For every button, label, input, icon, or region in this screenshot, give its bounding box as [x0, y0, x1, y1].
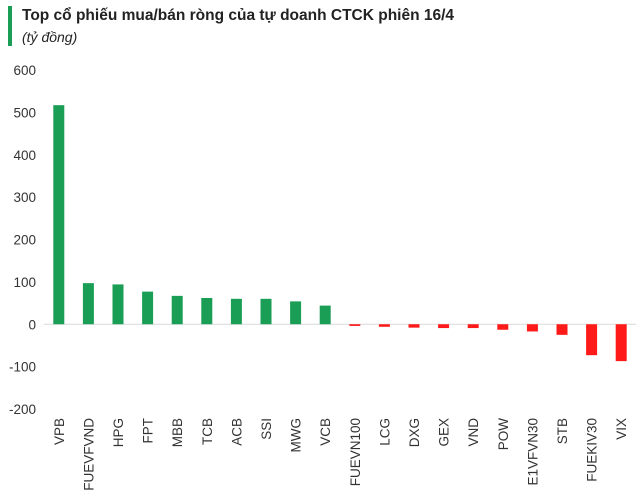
y-tick-label: 200: [13, 233, 36, 248]
bar-gex: [438, 324, 450, 329]
x-tick-label: E1VFVN30: [525, 418, 540, 486]
x-tick-label: FUEVFVND: [81, 418, 96, 491]
x-tick-label: FPT: [141, 418, 156, 444]
y-tick-label: 300: [13, 190, 36, 205]
x-tick-label: VIX: [614, 418, 629, 440]
bar-vpb: [53, 105, 65, 325]
bar-vnd: [467, 324, 479, 329]
x-tick-label: GEX: [437, 418, 452, 447]
y-axis: -200 -100 0 100 200 300 400 500 600: [9, 63, 636, 417]
x-tick-label: FUEKIV30: [585, 418, 600, 482]
bar-fpt: [142, 291, 154, 325]
x-tick-label: POW: [496, 418, 511, 451]
x-axis: VPB FUEVFVND HPG FPT MBB TCB ACB SSI MWG VCB FUEVN…: [52, 418, 629, 491]
x-tick-label: VCB: [318, 418, 333, 446]
x-tick-label: MBB: [170, 418, 185, 447]
bar-vcb: [319, 305, 331, 325]
bar-mbb: [171, 295, 183, 325]
x-tick-label: HPG: [111, 418, 126, 447]
bar-stb: [556, 324, 568, 335]
x-tick-label: LCG: [377, 418, 392, 446]
bars: [53, 105, 627, 362]
bar-dxg: [408, 324, 420, 328]
bar-hpg: [112, 284, 124, 325]
bar-pow: [497, 324, 509, 330]
bar-fuevfvnd: [82, 283, 94, 325]
bar-tcb: [201, 297, 213, 325]
bar-fuekiv30: [586, 324, 598, 356]
y-tick-label: 0: [28, 317, 36, 332]
y-tick-label: -200: [9, 402, 36, 417]
y-tick-label: 100: [13, 275, 36, 290]
x-tick-label: ACB: [229, 418, 244, 446]
title-accent-bar: [8, 6, 12, 46]
x-tick-label: STB: [555, 418, 570, 444]
chart-title: Top cổ phiếu mua/bán ròng của tự doanh C…: [22, 7, 455, 24]
bar-mwg: [290, 301, 302, 325]
y-tick-label: -100: [9, 360, 36, 375]
bar-lcg: [378, 324, 390, 327]
bar-e1vfvn30: [526, 324, 538, 332]
chart-subtitle: (tỷ đồng): [22, 29, 78, 45]
bar-fuevn100: [349, 324, 361, 326]
bar-ssi: [260, 298, 272, 325]
x-tick-label: DXG: [407, 418, 422, 447]
bar-acb: [230, 298, 242, 325]
y-tick-label: 500: [13, 105, 36, 120]
x-tick-label: MWG: [289, 418, 304, 453]
bar-vix: [615, 324, 627, 362]
x-tick-label: TCB: [200, 418, 215, 445]
y-tick-label: 400: [13, 148, 36, 163]
x-tick-label: FUEVN100: [348, 418, 363, 486]
x-tick-label: SSI: [259, 418, 274, 440]
x-tick-label: VPB: [52, 418, 67, 445]
x-tick-label: VND: [466, 418, 481, 447]
y-tick-label: 600: [13, 63, 36, 78]
